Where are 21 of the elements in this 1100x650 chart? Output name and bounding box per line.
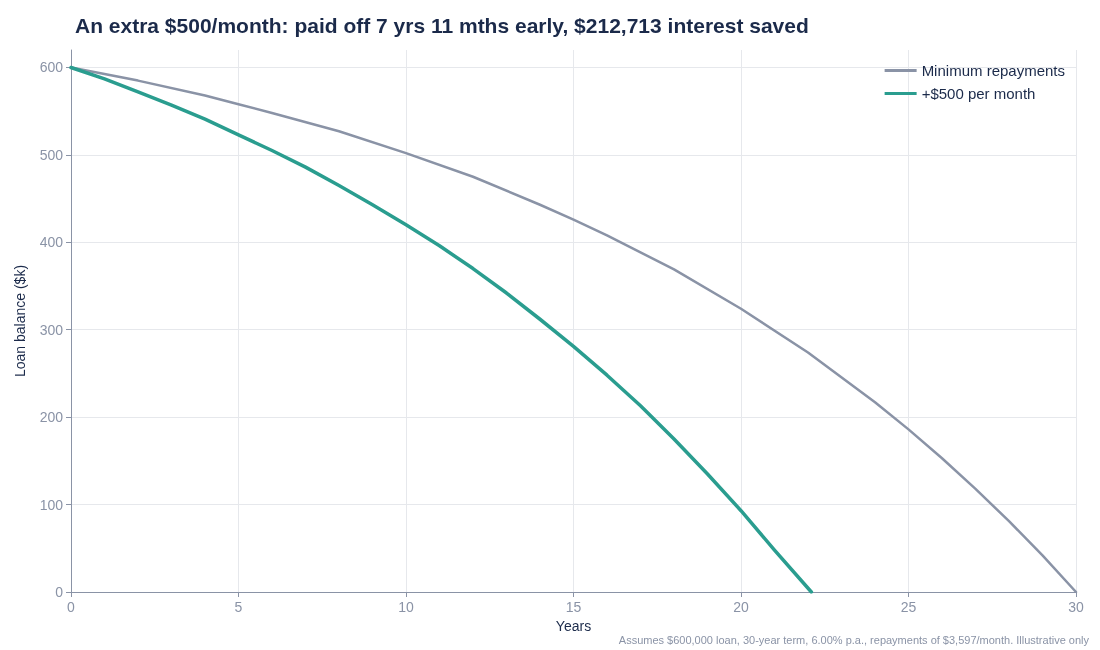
x-tick-label: 30 [1068, 599, 1084, 615]
chart-title: An extra $500/month: paid off 7 yrs 11 mths early, $212,713 interest saved [75, 14, 809, 37]
y-tick-label: 600 [39, 59, 64, 76]
x-tick-label: 15 [565, 599, 582, 615]
y-tick-label: 100 [39, 496, 64, 513]
line-series [69, 65, 814, 594]
y-tick-label: 200 [39, 409, 64, 426]
y-tick-label: 300 [39, 321, 64, 338]
x-tick-label: 10 [398, 599, 414, 615]
y-tick-label: 500 [39, 146, 64, 163]
x-tick-label: 0 [67, 599, 76, 615]
y-tick-label: 0 [55, 584, 64, 600]
y-axis-title: Loan balance ($k) [12, 264, 28, 378]
legend-label: Minimum repayments [921, 62, 1065, 79]
x-tick-label: 5 [234, 599, 243, 615]
text: Assumes $600,000 loan, 30-year term, 6.00% p.a., repayments of $3,597/month. Illustrative only [618, 633, 1090, 646]
x-tick-label: 20 [733, 599, 749, 615]
y-tick-label: 400 [39, 234, 64, 251]
x-axis-title: Years [555, 617, 592, 634]
x-tick-label: 25 [900, 599, 917, 615]
legend-label: +$500 per month [921, 85, 1036, 102]
